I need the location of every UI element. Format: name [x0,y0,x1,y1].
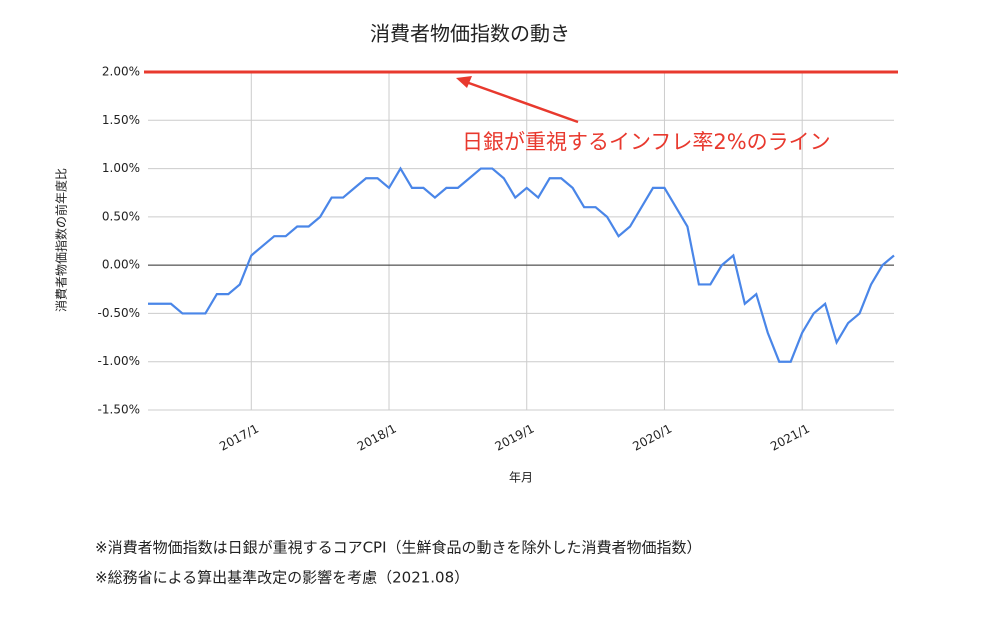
x-tick-label: 2021/1 [768,421,812,453]
x-tick-label: 2019/1 [493,421,537,453]
x-tick-label: 2018/1 [355,421,399,453]
y-tick-label: -0.50% [98,306,140,320]
x-tick-label: 2017/1 [217,421,261,453]
y-tick-label: 1.50% [102,113,140,127]
annotation-arrowhead [456,76,472,88]
annotation: 日銀が重視するインフレ率2%のライン [462,130,831,154]
footnote: ※消費者物価指数は日銀が重視するコアCPI（生鮮食品の動きを除外した消費者物価指… [95,539,702,557]
footnote: ※総務省による算出基準改定の影響を考慮（2021.08） [95,569,469,587]
annotation-arrow [465,80,579,124]
y-tick-label: -1.00% [98,354,140,368]
y-tick-label: -1.50% [98,403,140,417]
x-axis-label: 年月 [509,471,533,485]
chart-title: 消費者物価指数の動き [370,22,570,46]
y-tick-label: 1.00% [102,161,140,175]
y-tick-label: 2.00% [102,65,140,79]
y-axis-label: 消費者物価指数の前年度比 [54,168,69,312]
data-line [148,166,895,363]
y-tick-label: 0.50% [102,209,140,223]
y-tick-label: 0.00% [102,258,140,272]
plot-area: 2017/1 2018/1 2019/1 2020/1 2021/1 -1.50% -1.0… [98,65,898,454]
x-tick-label: 2020/1 [630,421,674,453]
